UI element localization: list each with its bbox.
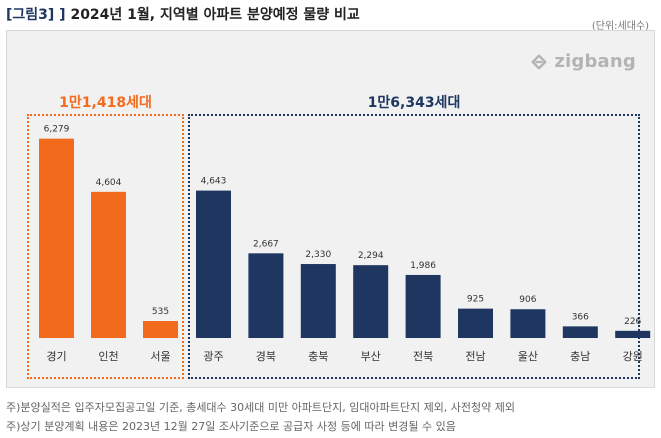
value-label-강원: 226 [624,317,641,327]
category-label-경북: 경북 [256,350,276,363]
category-label-전북: 전북 [413,350,433,363]
zigbang-logo: zigbang [530,51,636,72]
bar-인천 [91,191,126,338]
category-label-부산: 부산 [361,350,381,363]
category-label-인천: 인천 [98,349,118,363]
bar-경북 [248,253,284,338]
regional-group-box [188,114,640,379]
bar-강원 [615,330,651,338]
value-label-충북: 2,330 [305,250,331,260]
category-label-경기: 경기 [46,350,66,363]
category-label-서울: 서울 [150,350,170,363]
bar-서울 [143,321,178,338]
footnote-1: 주)분양실적은 입주자모집공고일 기준, 총세대수 30세대 미만 아파트단지,… [6,401,516,414]
footnotes: 주)분양실적은 입주자모집공고일 기준, 총세대수 30세대 미만 아파트단지,… [6,398,515,436]
chart-title: [그림3] ] 2024년 1월, 지역별 아파트 분양예정 물량 비교 [6,4,360,24]
value-label-인천: 4,604 [96,178,122,188]
bar-전북 [405,274,441,338]
value-label-부산: 2,294 [358,251,384,261]
value-label-경북: 2,667 [253,239,279,249]
category-label-충북: 충북 [308,350,328,363]
bar-광주 [196,190,231,338]
zigbang-logo-text: zigbang [554,51,636,72]
regional-group-total: 1만6,343세대 [367,95,461,111]
capital-group-total: 1만1,418세대 [59,95,152,111]
value-label-광주: 4,643 [201,177,227,187]
value-label-충남: 366 [572,312,589,322]
value-label-서울: 535 [152,307,169,317]
value-label-울산: 906 [519,295,536,305]
chart-title-text: 2024년 1월, 지역별 아파트 분양예정 물량 비교 [70,7,360,23]
unit-label: (단위:세대수) [591,21,649,32]
figure-label: [그림3] ] [6,7,66,23]
value-label-경기: 6,279 [44,125,70,135]
value-label-전남: 925 [467,295,484,305]
bar-충북 [300,264,336,338]
capital-group-box [27,114,184,379]
category-label-충남: 충남 [570,350,590,363]
category-label-강원: 강원 [623,350,643,363]
category-label-광주: 광주 [203,350,223,363]
bar-부산 [353,265,389,338]
category-label-울산: 울산 [518,350,538,363]
bar-울산 [510,309,546,338]
footnote-2: 주)상기 분양계획 내용은 2023년 12월 27일 조사기준으로 공급자 사… [6,420,456,433]
zigbang-logo-icon [531,54,547,69]
bar-충남 [562,326,598,338]
bar-전남 [458,308,493,338]
bar-경기 [39,138,74,338]
value-label-전북: 1,986 [410,261,436,271]
category-label-전남: 전남 [465,350,485,363]
